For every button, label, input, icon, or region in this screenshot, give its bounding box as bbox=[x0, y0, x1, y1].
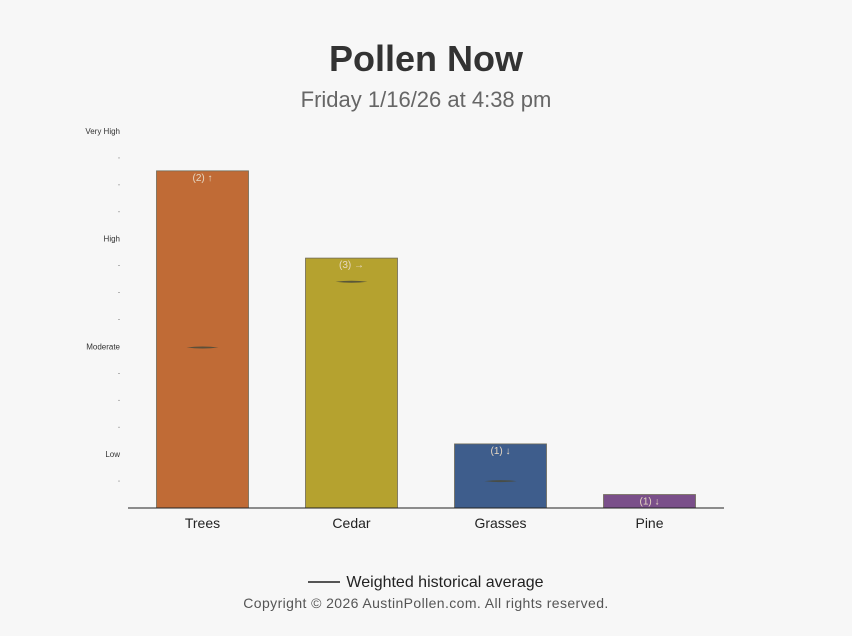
y-level-label: Low bbox=[105, 450, 120, 459]
y-level-label: High bbox=[104, 235, 120, 244]
x-category-label: Trees bbox=[185, 515, 220, 531]
chart-legend: Weighted historical average bbox=[0, 574, 852, 592]
y-level-label: Moderate bbox=[86, 342, 120, 351]
pollen-bar-chart: Low Moderate High Very High (2) ↑ Trees (3) → C… bbox=[85, 127, 724, 531]
bar-trees bbox=[156, 170, 249, 509]
historical-average-marker bbox=[484, 480, 517, 483]
x-category-label: Grasses bbox=[474, 515, 526, 531]
copyright-text: Copyright © 2026 AustinPollen.com. All r… bbox=[243, 595, 609, 611]
historical-average-marker bbox=[186, 346, 219, 349]
bar-value-label: (2) ↑ bbox=[193, 173, 213, 184]
bar-value-label: (1) ↓ bbox=[491, 446, 511, 457]
y-level-label: Very High bbox=[85, 127, 120, 136]
chart-title: Pollen Now bbox=[328, 38, 523, 79]
bar-grasses bbox=[454, 443, 547, 509]
bar-value-label: (1) ↓ bbox=[640, 497, 660, 508]
bar-cedar bbox=[305, 257, 398, 509]
bar-value-label: (3) → bbox=[339, 260, 364, 271]
legend-label: Weighted historical average bbox=[346, 574, 544, 591]
historical-average-legend-swatch bbox=[308, 580, 341, 583]
historical-average-marker bbox=[335, 280, 368, 283]
x-category-label: Cedar bbox=[332, 515, 370, 531]
chart-subtitle: Friday 1/16/26 at 4:38 pm bbox=[300, 87, 552, 112]
x-category-label: Pine bbox=[635, 515, 663, 531]
